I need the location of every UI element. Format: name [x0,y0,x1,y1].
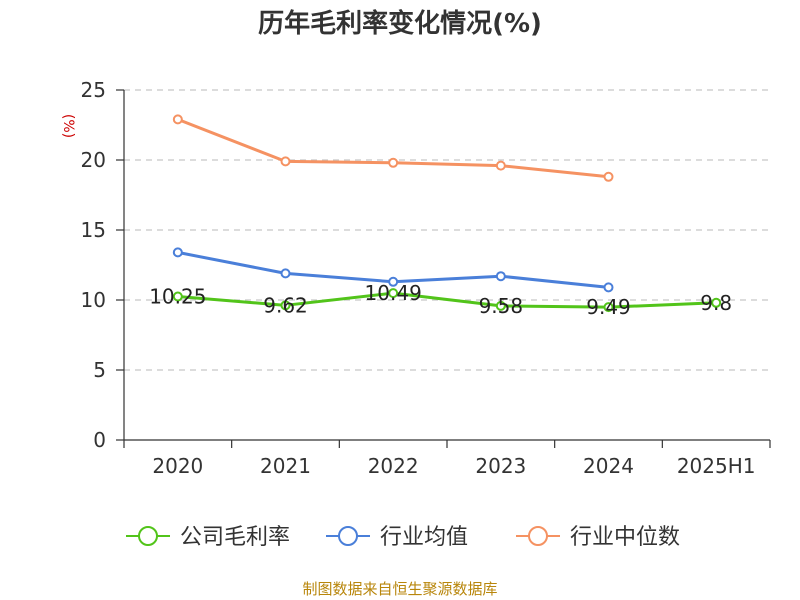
legend-label: 行业中位数 [570,525,680,550]
data-point [603,282,614,293]
data-label: 9.8 [700,291,732,315]
legend-marker [528,526,548,546]
data-point [280,156,291,167]
y-tick-label: 0 [93,428,106,452]
data-point [280,268,291,279]
source-note: 制图数据来自恒生聚源数据库 [302,580,497,598]
data-point [280,300,291,311]
data-point [172,291,183,302]
data-point [711,297,722,308]
series-line-0 [177,291,717,309]
data-point [388,276,399,287]
data-point [388,157,399,168]
series-line-2 [177,118,609,179]
data-label: 9.62 [263,293,308,317]
x-tick-label: 2020 [152,454,203,478]
y-tick-label: 15 [81,218,106,242]
legend-marker [138,526,158,546]
x-tick-label: 2024 [583,454,634,478]
series-group: 10.25 9.62 10.49 9.58 9.49 9.8 [149,114,732,319]
grid-lines [124,89,770,371]
data-point [603,302,614,313]
legend-marker [338,526,358,546]
data-label: 9.58 [479,294,524,318]
data-label: 10.25 [149,285,206,309]
data-point [495,160,506,171]
legend-label: 公司毛利率 [180,525,290,550]
y-tick-label: 10 [81,288,106,312]
x-tick-label: 2021 [260,454,311,478]
data-point [603,171,614,182]
legend: 公司毛利率 行业均值 行业中位数 [126,525,680,550]
axes: 0 5 10 15 20 25 2020 2021 2022 2023 2024 2025H1 [81,78,771,478]
x-tick-label: 2023 [475,454,526,478]
data-point [172,247,183,258]
y-axis-unit: (%) [60,114,76,138]
chart-title: 历年毛利率变化情况(%) [258,8,542,39]
data-point [172,114,183,125]
data-label: 9.49 [586,295,631,319]
data-point [388,288,399,299]
y-tick-label: 5 [93,358,106,382]
y-tick-label: 20 [81,148,106,172]
data-point [495,271,506,282]
y-tick-label: 25 [81,78,106,102]
legend-label: 行业均值 [380,525,468,550]
data-point [495,300,506,311]
x-tick-label: 2022 [368,454,419,478]
x-tick-label: 2025H1 [677,454,756,478]
data-label: 10.49 [365,281,422,305]
